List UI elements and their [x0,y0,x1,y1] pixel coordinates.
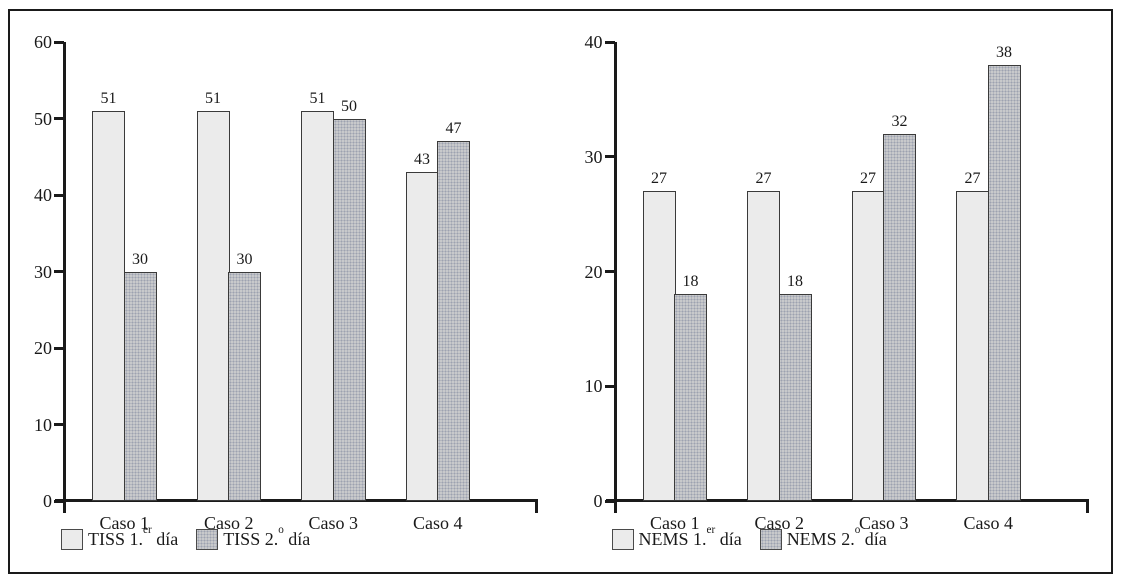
y-axis-line [63,42,66,513]
bar-value-label: 51 [100,89,117,107]
y-tick [604,40,615,44]
bar-value-label: 30 [236,250,253,268]
y-tick [54,346,64,350]
bar-value-label: 27 [964,170,981,188]
legend-item: NEMS 1.er día [611,523,742,550]
bar: 30 [123,251,157,501]
bar-value-label: 18 [787,273,803,291]
bar-value-label: 27 [755,170,772,188]
category-label: Caso 3 [859,513,909,533]
bar-value-label: 43 [414,151,430,169]
legend-label: TISS 2.o día [223,523,311,549]
y-tick-label: 50 [34,108,52,129]
category-label: Caso 2 [754,513,805,533]
bar-value-label: 47 [445,120,462,138]
y-tick-label: 60 [34,32,52,52]
category-label: Caso 1 [650,513,700,533]
bar-value-label: 38 [996,43,1012,61]
bar-group: 43 47 Caso 4 [386,42,491,533]
bar: 18 [778,273,812,501]
y-tick-label: 0 [593,491,603,511]
bar-value-label: 27 [651,170,667,188]
y-tick-label: 30 [584,146,603,167]
bar: 43 [405,151,439,501]
legend-label: TISS 1.er día [88,523,179,549]
bar-group: 27 32 Caso 3 [832,42,937,533]
y-tick [604,270,615,273]
y-tick-label: 10 [584,376,603,397]
y-tick [54,270,64,273]
bar-group: 27 18 Caso 2 [727,42,832,533]
figure-frame: 0 10 20 30 40 50 60 51 30 Caso 1 51 30 Caso 2 51 50 Cas… [8,9,1113,574]
y-axis-line [613,42,617,513]
legend-item: NEMS 2.o día [759,523,887,550]
bar: 51 [301,90,334,501]
category-label: Caso 2 [204,513,254,533]
y-tick [54,117,64,120]
legend-label: NEMS 2.o día [786,523,887,549]
category-label: Caso 4 [413,513,463,533]
bar: 47 [437,120,470,501]
bar-value-label: 51 [309,89,326,107]
y-tick-label: 40 [584,32,603,52]
bar-groups: 27 18 Caso 1 27 18 Caso 2 27 32 Caso 3 27 38 Caso 4 [623,42,1041,533]
bar: 32 [883,113,916,501]
bar-group: 51 50 Caso 3 [281,42,386,533]
x-axis-end-tick [1085,499,1089,513]
bar: 27 [642,170,676,501]
legend-swatch [611,529,634,550]
legend: TISS 1.er día TISS 2.o día [61,523,311,550]
y-tick [54,423,64,426]
y-tick-label: 10 [34,414,52,435]
bar: 27 [956,170,989,501]
y-tick [54,40,64,44]
legend-item: TISS 2.o día [196,523,311,550]
y-tick [54,499,64,503]
legend-swatch [196,529,219,550]
x-axis-end-tick [535,499,538,513]
y-tick-label: 20 [584,261,603,282]
bar-group: 51 30 Caso 2 [177,42,282,533]
bar: 51 [92,90,125,501]
y-tick-label: 20 [34,338,52,358]
tiss-chart-panel: 0 10 20 30 40 50 60 51 30 Caso 1 51 30 Caso 2 51 50 Cas… [10,11,561,572]
bar-groups: 51 30 Caso 1 51 30 Caso 2 51 50 Caso 3 43 47 Caso 4 [72,42,491,533]
bar-group: 27 18 Caso 1 [623,42,728,533]
bar-value-label: 51 [205,89,221,107]
bar: 50 [332,98,366,501]
category-label: Caso 1 [99,513,150,533]
y-tick [54,193,64,197]
legend-swatch [759,529,782,550]
bar-value-label: 30 [132,250,148,268]
y-tick [604,499,615,503]
bar-value-label: 50 [341,97,357,115]
bar: 30 [228,251,261,501]
bar-group: 51 30 Caso 1 [72,42,177,533]
bar: 38 [987,44,1021,501]
y-tick-label: 0 [43,491,52,511]
legend-label: NEMS 1.er día [638,523,742,549]
category-label: Caso 4 [963,513,1014,533]
y-tick-label: 30 [34,261,52,282]
bar: 51 [196,90,230,501]
bar: 18 [674,273,707,501]
x-axis-line [605,499,1089,502]
bar-value-label: 27 [860,170,876,188]
legend-item: TISS 1.er día [61,523,179,550]
legend-swatch [61,529,83,550]
y-tick-label: 40 [34,185,52,205]
bar-value-label: 32 [891,112,908,130]
bar: 27 [851,170,885,501]
legend: NEMS 1.er día NEMS 2.o día [611,523,887,550]
x-axis-line [55,499,538,502]
bar-value-label: 18 [682,273,699,291]
bar: 27 [747,170,780,501]
y-tick [604,155,615,159]
bar-group: 27 38 Caso 4 [936,42,1041,533]
y-tick [604,384,615,388]
category-label: Caso 3 [308,513,359,533]
